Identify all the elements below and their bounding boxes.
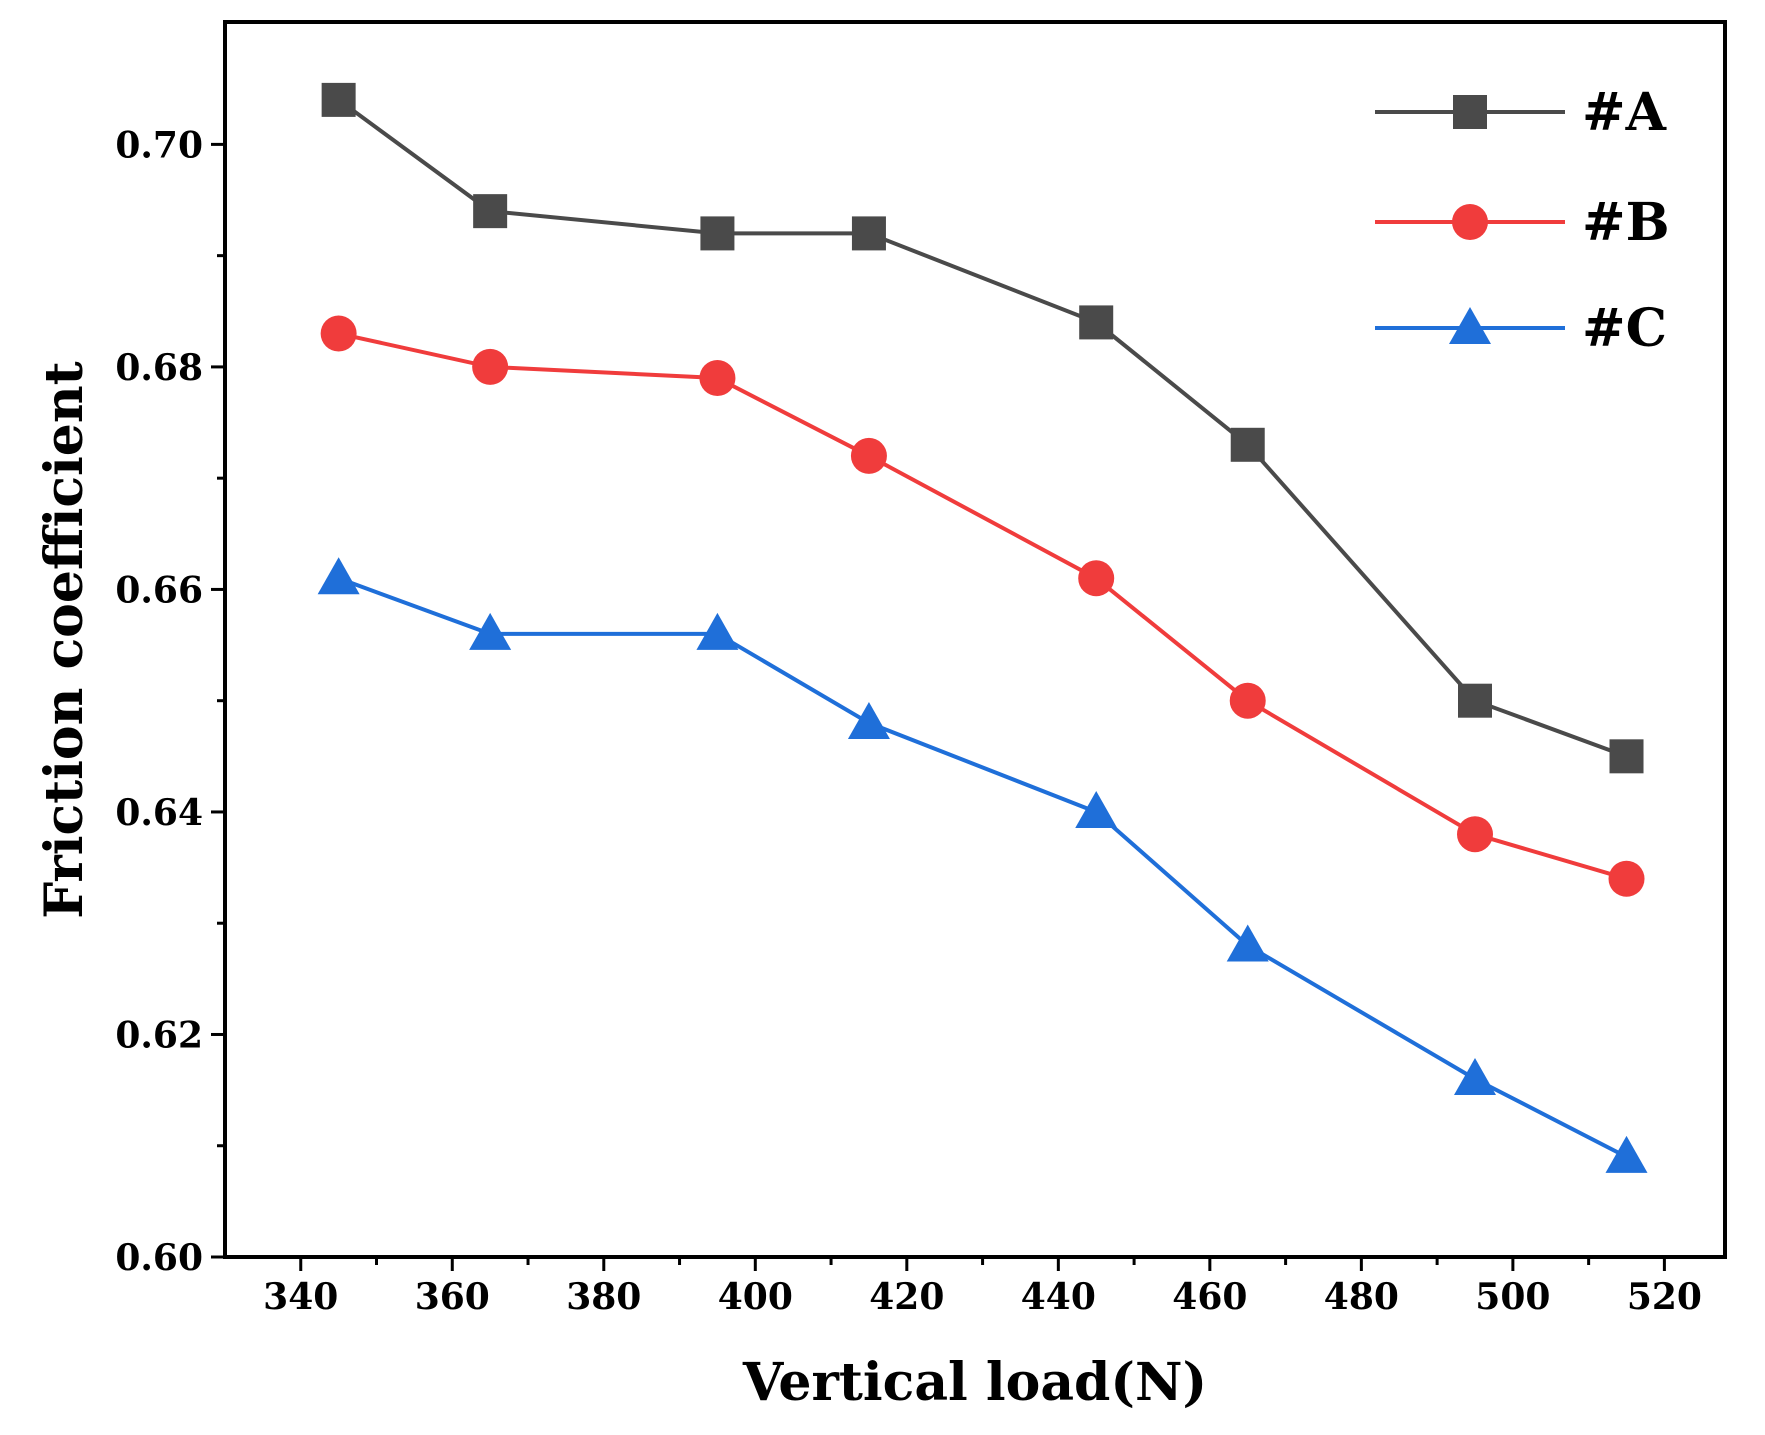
x-tick-label: 340 (263, 1276, 338, 1318)
series-a-point (1079, 305, 1114, 340)
series-b-point (1078, 560, 1115, 597)
series-a-point (1609, 739, 1644, 774)
legend-b-marker (1452, 204, 1488, 240)
legend-c-label: #C (1582, 298, 1667, 359)
series-c-point (1226, 924, 1269, 962)
series-c-point (1454, 1057, 1496, 1095)
x-tick-label: 400 (718, 1276, 793, 1318)
legend-c-marker (1449, 307, 1491, 344)
legend-a-marker (1453, 95, 1487, 129)
series-c-point (847, 701, 890, 739)
y-tick-label: 0.70 (115, 124, 203, 166)
x-tick-label: 460 (1172, 1276, 1247, 1318)
x-tick-label: 500 (1475, 1276, 1550, 1318)
series-b-point (699, 360, 736, 397)
series-b-point (850, 437, 887, 474)
series-a-point (1458, 683, 1492, 718)
legend-b-label: #B (1582, 192, 1670, 253)
x-tick-label: 440 (1021, 1276, 1096, 1318)
series-b-point (320, 315, 357, 352)
plot-frame (223, 20, 1727, 1259)
series-c-point (696, 612, 739, 650)
series-b-point (1608, 860, 1645, 897)
series-c-line (337, 576, 1628, 1159)
y-tick-label: 0.64 (115, 792, 203, 834)
x-tick-label: 520 (1627, 1276, 1702, 1318)
x-tick-label: 380 (566, 1276, 641, 1318)
y-tick-label: 0.62 (115, 1014, 203, 1056)
series-a-point (1230, 427, 1265, 462)
x-tick-label: 420 (869, 1276, 944, 1318)
x-axis-title: Vertical load(N) (742, 1352, 1207, 1413)
series-a-point (700, 216, 735, 251)
series-a-point (851, 216, 886, 251)
legend-a-label: #A (1582, 82, 1667, 143)
series-a-point (473, 194, 508, 229)
y-tick-label: 0.66 (115, 569, 203, 611)
series-a-line (337, 98, 1628, 759)
series-c-point (1075, 790, 1118, 828)
series-b-point (1457, 816, 1493, 853)
series-c-point (317, 557, 360, 595)
y-tick-label: 0.68 (115, 347, 203, 389)
y-axis-title: Friction coefficient (34, 361, 95, 918)
series-b-line (338, 331, 1628, 881)
x-tick-label: 360 (415, 1276, 490, 1318)
series-c-point (469, 612, 512, 650)
series-a-point (321, 82, 356, 117)
y-tick-label: 0.60 (115, 1237, 203, 1279)
series-b-point (472, 348, 509, 385)
x-tick-label: 480 (1324, 1276, 1399, 1318)
series-b-point (1229, 682, 1266, 719)
series-c-point (1605, 1135, 1648, 1173)
